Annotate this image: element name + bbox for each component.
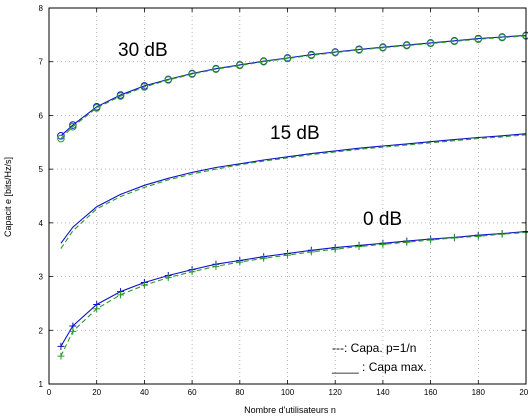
y-tick-label: 7 xyxy=(39,58,44,67)
legend-entry-solid: ____ : Capa max. xyxy=(331,360,427,374)
plot-frame xyxy=(48,7,527,385)
data-point-0db-p1n xyxy=(522,229,528,237)
data-point-30db-p1n xyxy=(259,57,268,66)
series-line-0db-p1n xyxy=(60,231,527,357)
data-point-0db-p1n xyxy=(403,238,411,246)
annotation-0db: 0 dB xyxy=(363,209,402,230)
x-tick-label: 180 xyxy=(472,388,486,397)
data-point-0db-p1n xyxy=(57,352,65,360)
data-point-0db-p1n xyxy=(331,245,339,253)
y-tick-label: 5 xyxy=(39,165,44,174)
x-tick-label: 140 xyxy=(376,388,390,397)
data-point-30db-p1n xyxy=(474,35,483,43)
data-point-30db-p1n xyxy=(426,39,435,48)
data-point-0db-p1n xyxy=(140,281,148,289)
x-tick-label: 60 xyxy=(188,388,197,397)
x-tick-label: 0 xyxy=(47,388,52,397)
data-point-0db-p1n xyxy=(117,291,125,299)
x-tick-label: 40 xyxy=(140,388,149,397)
series-line-30db-p1n xyxy=(60,35,527,139)
data-point-0db-p1n xyxy=(188,268,196,276)
data-point-30db-p1n xyxy=(212,65,220,74)
data-point-30db-p1n xyxy=(355,46,363,54)
data-point-30db-p1n xyxy=(331,48,340,57)
x-tick-label: 200 xyxy=(519,388,528,397)
data-point-0db-p1n xyxy=(355,242,363,250)
grid-lines xyxy=(49,8,526,384)
data-point-30db-p1n xyxy=(140,83,149,91)
data-point-0db-p1n xyxy=(236,258,244,266)
y-axis-label: Capacit e [bits/Hz/s] xyxy=(3,157,13,237)
data-point-30db-p1n xyxy=(236,61,244,70)
data-point-0db-p1n xyxy=(212,262,220,270)
series-line-15db-max xyxy=(60,133,527,244)
data-point-0db-p1n xyxy=(379,240,387,248)
data-point-0db-p1n xyxy=(69,327,77,335)
data-point-30db-p1n xyxy=(402,41,411,50)
data-point-0db-p1n xyxy=(498,230,506,238)
annotation-30db: 30 dB xyxy=(118,40,168,61)
series-line-0db-max xyxy=(60,230,527,347)
data-point-30db-p1n xyxy=(69,122,77,131)
x-tick-label: 20 xyxy=(92,388,101,397)
data-point-30db-p1n xyxy=(307,51,316,60)
x-axis-label: Nombre d'utilisateurs n xyxy=(244,405,336,415)
y-tick-label: 4 xyxy=(39,219,44,228)
data-point-30db-p1n xyxy=(379,43,387,52)
data-point-30db-p1n xyxy=(498,33,506,42)
annotation-15db: 15 dB xyxy=(270,123,320,144)
x-tick-label: 80 xyxy=(235,388,244,397)
data-point-0db-p1n xyxy=(260,254,268,262)
x-tick-label: 120 xyxy=(329,388,343,397)
data-point-0db-p1n xyxy=(93,305,101,313)
data-point-30db-p1n xyxy=(450,37,459,46)
series-line-30db-max xyxy=(60,34,527,137)
legend-entry-dashed: ---: Capa. p=1/n xyxy=(332,341,416,355)
y-tick-label: 6 xyxy=(39,111,44,120)
data-point-0db-max xyxy=(522,227,528,235)
data-point-30db-p1n xyxy=(57,134,65,143)
y-tick-label: 2 xyxy=(39,326,44,335)
x-tick-label: 100 xyxy=(281,388,295,397)
data-point-0db-p1n xyxy=(284,251,291,259)
data-point-0db-p1n xyxy=(307,248,315,256)
data-point-30db-p1n xyxy=(188,70,196,78)
data-point-0db-max xyxy=(57,342,65,350)
data-point-30db-p1n xyxy=(283,54,292,63)
data-point-30db-p1n xyxy=(92,104,101,112)
data-point-0db-p1n xyxy=(164,274,172,282)
x-tick-label: 160 xyxy=(424,388,438,397)
y-tick-label: 3 xyxy=(39,273,44,282)
data-point-30db-p1n xyxy=(116,92,125,100)
data-point-0db-p1n xyxy=(474,232,482,240)
series-layer xyxy=(57,31,528,360)
y-tick-label: 8 xyxy=(39,4,44,13)
data-point-30db-p1n xyxy=(164,76,173,84)
y-tick-label: 1 xyxy=(39,380,44,389)
data-point-0db-p1n xyxy=(427,236,435,244)
series-line-15db-p1n xyxy=(60,134,527,249)
legend: ---: Capa. p=1/n ____ : Capa max. xyxy=(331,341,427,374)
axis-ticks: 0 20 40 60 80 100 120 140 160 180 200 1 2 3 4 5 6 7 8 xyxy=(39,4,528,397)
data-point-0db-p1n xyxy=(450,234,458,242)
